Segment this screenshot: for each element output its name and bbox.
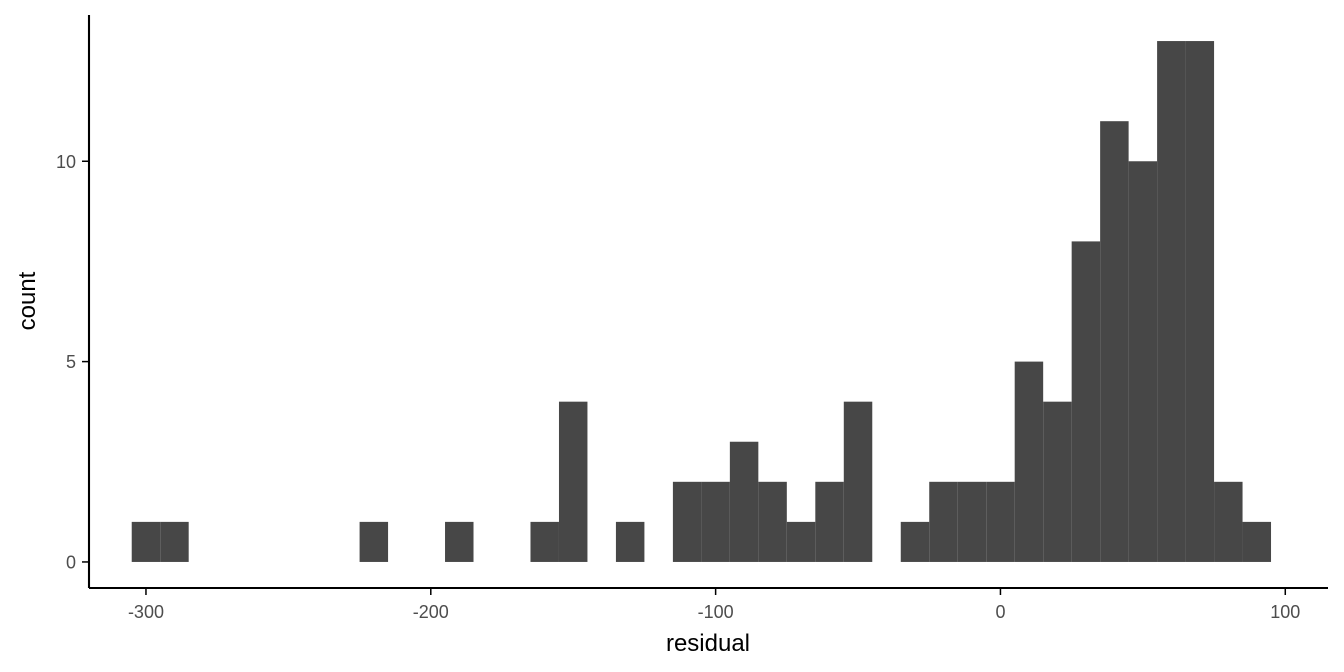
histogram-bar bbox=[1100, 121, 1129, 562]
histogram-bar bbox=[758, 481, 787, 562]
y-axis: 0 5 10 bbox=[56, 15, 91, 588]
histogram-bar bbox=[1185, 41, 1215, 562]
x-tick-label: -300 bbox=[128, 602, 164, 622]
histogram-bar bbox=[900, 521, 930, 562]
y-tick-label: 0 bbox=[66, 552, 76, 572]
x-tick-label: -200 bbox=[413, 602, 449, 622]
histogram-bar bbox=[701, 481, 730, 562]
histogram-bar bbox=[672, 481, 702, 562]
histogram-bar bbox=[558, 401, 588, 562]
histogram-bar bbox=[986, 481, 1015, 562]
histogram-bar bbox=[815, 481, 844, 562]
histogram-bar bbox=[1214, 481, 1243, 562]
histogram-bar bbox=[843, 401, 873, 562]
x-tick-label: 0 bbox=[995, 602, 1005, 622]
histogram-bar bbox=[445, 521, 474, 562]
histogram-bar bbox=[160, 521, 189, 562]
histogram-bar bbox=[957, 481, 987, 562]
histogram-bar bbox=[530, 521, 559, 562]
histogram-bar bbox=[729, 441, 759, 562]
histogram-bars bbox=[131, 41, 1272, 562]
y-tick-label: 10 bbox=[56, 152, 76, 172]
histogram-bar bbox=[1071, 241, 1101, 562]
x-axis-title: residual bbox=[666, 630, 750, 657]
histogram-bar bbox=[1043, 401, 1072, 562]
histogram-bar bbox=[929, 481, 958, 562]
histogram-bar bbox=[1128, 161, 1158, 562]
histogram-bar bbox=[131, 521, 161, 562]
y-tick-label: 5 bbox=[66, 352, 76, 372]
histogram-bar bbox=[1242, 521, 1272, 562]
histogram-bar bbox=[786, 521, 816, 562]
x-axis: -300 -200 -100 0 100 bbox=[89, 586, 1328, 622]
histogram-bar bbox=[615, 521, 645, 562]
histogram-bar bbox=[1014, 361, 1044, 562]
x-tick-label: 100 bbox=[1270, 602, 1300, 622]
y-axis-title: count bbox=[14, 271, 41, 330]
histogram-bar bbox=[359, 521, 389, 562]
histogram-bar bbox=[1157, 41, 1186, 562]
x-tick-label: -100 bbox=[698, 602, 734, 622]
